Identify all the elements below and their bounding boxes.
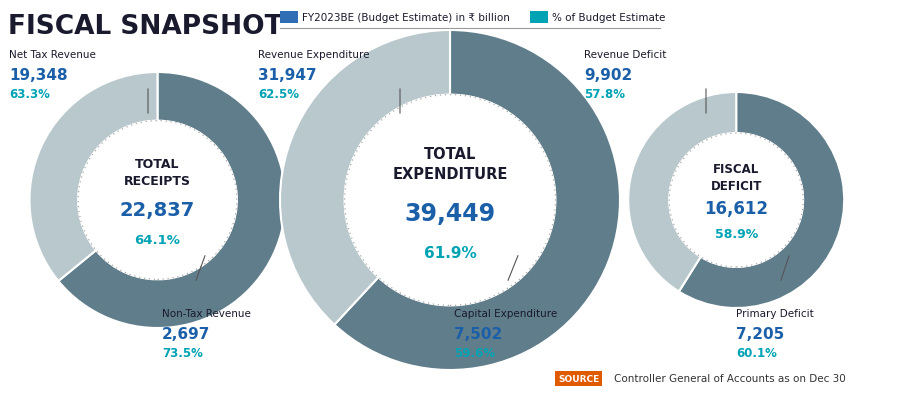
Text: Revenue Deficit: Revenue Deficit [584, 50, 666, 60]
Circle shape [78, 122, 237, 279]
Text: FISCAL
DEFICIT: FISCAL DEFICIT [710, 162, 762, 192]
Text: Capital Expenditure: Capital Expenditure [454, 308, 557, 318]
Text: 2,697: 2,697 [162, 326, 211, 341]
Text: 7,502: 7,502 [454, 326, 502, 341]
Text: 60.1%: 60.1% [736, 346, 777, 359]
Wedge shape [628, 93, 736, 292]
Text: 64.1%: 64.1% [135, 234, 180, 247]
Text: Primary Deficit: Primary Deficit [736, 308, 814, 318]
Wedge shape [58, 73, 285, 328]
Circle shape [670, 134, 803, 267]
Wedge shape [679, 93, 844, 308]
Text: 58.9%: 58.9% [715, 227, 758, 240]
FancyBboxPatch shape [280, 12, 298, 24]
Text: 57.8%: 57.8% [584, 88, 625, 101]
Text: 73.5%: 73.5% [162, 346, 202, 359]
FancyBboxPatch shape [530, 12, 548, 24]
Text: FISCAL SNAPSHOT: FISCAL SNAPSHOT [8, 14, 283, 40]
Text: TOTAL
EXPENDITURE: TOTAL EXPENDITURE [392, 146, 508, 181]
Wedge shape [30, 73, 158, 281]
Text: 16,612: 16,612 [704, 200, 769, 217]
Wedge shape [335, 31, 620, 370]
Text: Controller General of Accounts as on Dec 30: Controller General of Accounts as on Dec… [614, 373, 846, 383]
Text: 62.5%: 62.5% [258, 88, 299, 101]
Circle shape [345, 95, 555, 306]
Text: TOTAL
RECEIPTS: TOTAL RECEIPTS [124, 158, 191, 188]
Wedge shape [280, 31, 450, 325]
Text: Revenue Expenditure: Revenue Expenditure [258, 50, 370, 60]
Text: 59.6%: 59.6% [454, 346, 495, 359]
Text: 63.3%: 63.3% [9, 88, 50, 101]
Text: 61.9%: 61.9% [424, 245, 476, 261]
Text: FY2023BE (Budget Estimate) in ₹ billion: FY2023BE (Budget Estimate) in ₹ billion [302, 13, 510, 23]
Text: 22,837: 22,837 [120, 200, 195, 219]
Text: Net Tax Revenue: Net Tax Revenue [9, 50, 96, 60]
Text: Non-Tax Revenue: Non-Tax Revenue [162, 308, 251, 318]
Text: 31,947: 31,947 [258, 68, 317, 83]
Text: SOURCE: SOURCE [558, 374, 599, 383]
Text: 19,348: 19,348 [9, 68, 68, 83]
Text: 39,449: 39,449 [404, 201, 496, 225]
Text: % of Budget Estimate: % of Budget Estimate [552, 13, 665, 23]
Text: 9,902: 9,902 [584, 68, 632, 83]
Text: 7,205: 7,205 [736, 326, 784, 341]
